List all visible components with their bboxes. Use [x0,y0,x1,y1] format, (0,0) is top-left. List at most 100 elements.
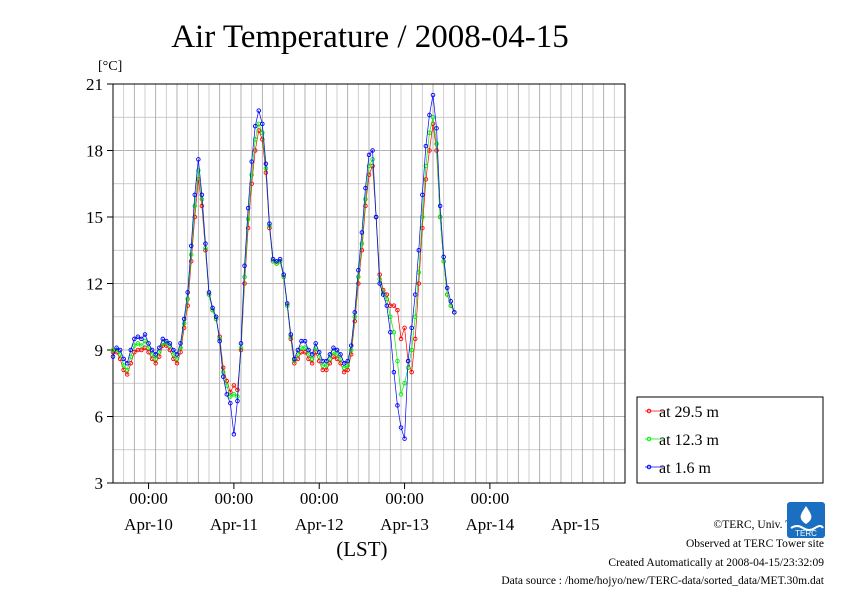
data-point [352,310,358,315]
data-point [409,325,414,331]
data-point [430,114,436,120]
data-point [412,292,418,297]
data-point [402,436,407,441]
data-point [309,356,315,362]
data-point [188,252,194,257]
data-point [199,192,205,198]
data-point [121,363,126,368]
y-tick-label: 3 [95,474,104,493]
observed-text: Observed at TERC Tower site [685,538,824,550]
data-point [124,367,130,373]
data-point [220,374,226,379]
series-line-2 [112,95,455,439]
data-point [338,352,343,357]
data-point [420,214,425,220]
data-point [327,352,333,357]
data-point [267,221,272,226]
data-point [398,425,404,430]
data-point [356,267,361,273]
data-point [395,307,400,313]
data-point [341,361,347,366]
data-point [302,345,308,351]
data-point [128,347,134,353]
data-point [206,290,212,295]
data-point [434,141,439,147]
data-point [331,349,336,355]
data-point [156,354,162,359]
legend-swatch-marker [646,408,652,414]
data-point [188,259,194,264]
data-point [181,325,187,331]
data-point [316,349,322,355]
data-point [156,349,162,355]
data-point [135,341,141,346]
data-point [110,354,116,359]
data-point [139,343,144,348]
legend-box [636,396,824,484]
data-point [203,241,208,246]
data-point [345,358,350,364]
data-point [231,383,237,388]
data-point [356,274,361,280]
data-point [427,112,432,118]
data-point [437,203,443,209]
data-point [402,381,407,386]
data-point [292,356,297,362]
data-point [135,334,141,339]
data-point [178,345,183,351]
data-point [188,243,194,249]
data-point [181,316,187,322]
data-point [277,256,283,262]
data-point [327,356,333,362]
data-point [356,281,361,286]
legend-swatch-marker [646,464,652,470]
data-point [260,121,265,127]
data-point [121,356,126,362]
x-time-tick-label: 00:00 [129,489,168,508]
data-point [295,347,301,353]
data-point [437,214,443,220]
data-point [334,347,340,353]
data-point [153,352,158,357]
data-point [249,159,254,164]
data-point [139,336,144,342]
data-point [309,352,315,357]
data-point [196,157,201,162]
data-point [167,341,173,346]
data-source-text: Data source : /home/hojyo/new/TERC-data/… [501,575,824,587]
data-point [174,352,180,357]
data-point [370,148,375,153]
data-point [402,325,407,331]
data-point [146,349,151,355]
data-point [430,92,436,98]
terc-logo: TERC [787,502,825,538]
data-point [398,336,404,342]
data-point [309,361,315,366]
data-point [380,292,386,297]
data-point [228,394,233,399]
x-date-label: Apr-11 [210,515,258,534]
y-tick-label: 21 [86,75,103,94]
data-point [359,241,365,246]
data-point [324,367,329,373]
data-point [274,261,279,266]
data-point [412,336,418,342]
data-point [448,303,454,308]
data-point [149,347,155,353]
data-point [132,336,137,342]
data-point [224,392,230,397]
data-point [416,247,422,253]
data-point [178,349,183,355]
x-date-label: Apr-13 [380,515,429,534]
data-point [341,369,347,375]
data-point [263,161,269,167]
data-point [348,343,354,348]
data-point [452,310,457,315]
data-point [245,205,251,211]
data-point [252,148,258,153]
data-point [412,314,418,320]
data-point [423,143,429,149]
data-point [420,192,425,198]
data-point [281,272,286,277]
